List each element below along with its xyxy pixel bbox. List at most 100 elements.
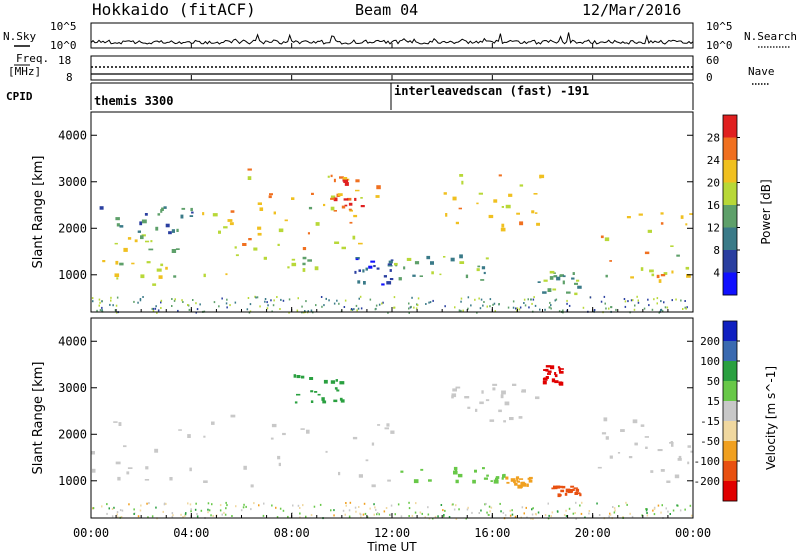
clutter-cell [234,301,237,304]
clutter-cell [137,515,140,518]
echo-cell [547,370,552,373]
echo-cell [390,259,394,262]
clutter-cell [343,306,346,308]
clutter-cell [414,511,417,514]
echo-cell [558,494,562,497]
clutter-cell [360,513,362,516]
clutter-cell [458,309,461,312]
clutter-cell [387,311,389,314]
clutter-cell [489,298,492,301]
echo-cell [302,247,307,251]
y-tick-label: 4000 [58,128,87,142]
echo-cell [420,468,424,471]
clutter-cell [152,310,155,312]
echo-cell [503,420,506,423]
clutter-cell [348,509,351,512]
clutter-cell [155,305,157,308]
freq-label: Freq. [16,52,49,65]
echo-cell [386,423,390,427]
echo-cell [498,174,502,177]
echo-cell [492,383,498,386]
echo-cell [343,198,349,201]
echo-cell [301,375,305,379]
clutter-cell [489,305,491,308]
clutter-cell [109,303,111,306]
echo-cell [452,196,457,201]
clutter-cell [410,305,412,308]
echo-cell [502,474,506,478]
clutter-cell [142,296,144,298]
echo-cell [600,235,604,239]
clutter-cell [598,514,601,516]
echo-cell [516,212,520,215]
echo-cell [168,231,172,235]
clutter-cell [187,304,189,306]
clutter-cell [146,502,148,505]
clutter-cell [157,309,160,312]
clutter-cell [211,503,213,506]
echo-cell [685,223,688,226]
clutter-cell [394,513,396,516]
echo-cell [268,195,272,199]
clutter-cell [493,302,496,305]
echo-cell [253,247,258,251]
echo-cell [556,276,561,281]
clutter-cell [411,514,414,517]
echo-cell [302,262,306,266]
clutter-cell [684,300,686,302]
clutter-cell [485,502,487,505]
clutter-cell [272,304,275,307]
clutter-cell [114,309,117,312]
echo-cell [579,493,582,497]
clutter-cell [348,515,351,518]
clutter-cell [416,304,419,307]
echo-cell [439,273,442,276]
echo-cell [140,274,145,279]
x-tick-label: 00:00 [73,526,109,540]
echo-cell [357,280,361,284]
clutter-cell [479,307,482,310]
echo-cell [387,263,392,267]
echo-cell [476,202,479,205]
echo-cell [171,229,175,233]
echo-cell [144,479,150,481]
clutter-cell [669,513,671,515]
clutter-cell [411,296,413,299]
echo-cell [686,274,691,278]
echo-cell [689,213,693,215]
echo-cell [99,206,104,210]
clutter-cell [633,308,636,311]
clutter-cell [534,304,537,307]
echo-cell [335,379,338,382]
clutter-cell [189,503,192,506]
colorbar-frame [722,320,738,502]
clutter-cell [358,297,360,300]
echo-cell [519,221,524,226]
clutter-cell [443,514,445,516]
echo-cell [489,419,495,422]
clutter-cell [551,511,554,514]
echo-cell [270,437,274,440]
clutter-cell [581,501,583,504]
echo-cell [362,269,365,273]
clutter-cell [256,296,259,299]
clutter-cell [221,297,223,300]
echo-cell [454,469,457,472]
clutter-cell [264,300,266,303]
clutter-cell [442,509,444,512]
clutter-cell [200,509,203,512]
clutter-cell [117,516,119,519]
colorbar-tick-label: 12 [707,222,720,235]
clutter-cell [667,510,669,513]
clutter-cell [148,502,150,505]
clutter-cell [101,309,103,312]
echo-cell [230,210,235,213]
clutter-cell [656,297,659,300]
echo-cell [509,417,514,421]
clutter-cell [374,308,377,311]
echo-cell [334,241,340,244]
clutter-cell [451,503,453,506]
echo-cell [371,442,375,446]
clutter-cell [182,301,184,303]
echo-cell [577,285,582,289]
